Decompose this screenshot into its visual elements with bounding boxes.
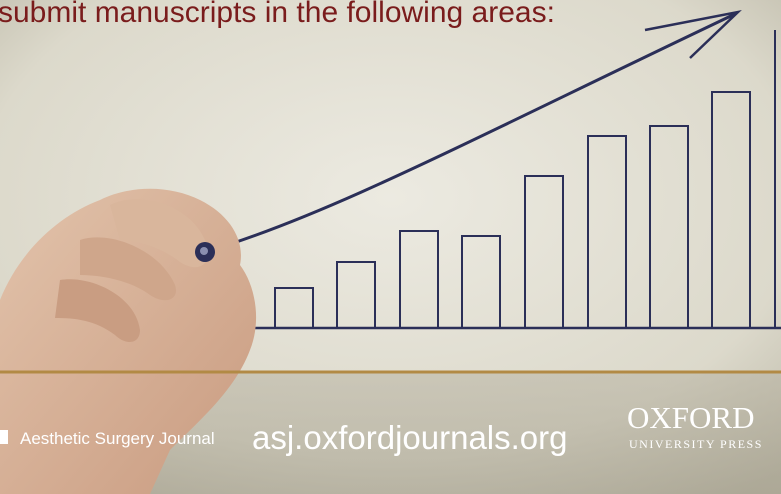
hand <box>0 188 257 494</box>
journal-name: Aesthetic Surgery Journal <box>20 429 215 448</box>
drawn-chart <box>168 9 781 330</box>
arrow-head <box>644 9 742 59</box>
journal-url: asj.oxfordjournals.org <box>252 419 568 456</box>
drawn-arrow <box>204 12 736 254</box>
hand-finger <box>55 279 140 342</box>
hand-finger <box>110 199 209 268</box>
hand-finger <box>80 237 176 301</box>
publisher-subtitle: UNIVERSITY PRESS <box>629 437 763 451</box>
logo-fragment <box>0 430 8 444</box>
publisher-name: OXFORD <box>627 400 754 435</box>
pen-highlight <box>200 247 208 255</box>
headline: submit manuscripts in the following area… <box>0 0 555 29</box>
